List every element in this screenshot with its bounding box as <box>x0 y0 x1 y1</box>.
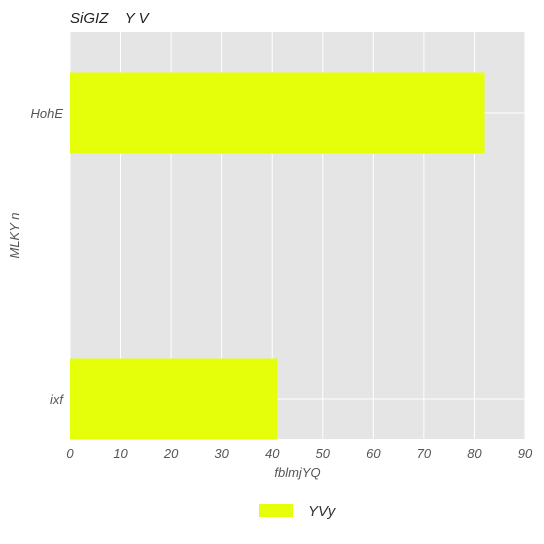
x-axis-ticks: 0 10 20 30 40 50 60 70 80 90 <box>66 446 533 461</box>
x-tick-label: 0 <box>66 446 74 461</box>
y-axis-label: MLKY n <box>7 212 22 258</box>
legend: YVy <box>259 503 337 520</box>
y-tick-label: ixf <box>50 392 64 407</box>
y-axis-ticks: HohE ixf <box>30 106 64 407</box>
x-tick-label: 10 <box>113 446 128 461</box>
x-tick-label: 40 <box>265 446 280 461</box>
y-tick-label: HohE <box>30 106 63 121</box>
x-tick-label: 50 <box>316 446 331 461</box>
chart-title: SiGIZ Y V <box>70 10 151 27</box>
bar-hohe <box>70 73 485 154</box>
x-tick-label: 80 <box>467 446 482 461</box>
legend-label: YVy <box>308 503 337 520</box>
x-tick-label: 30 <box>214 446 229 461</box>
x-tick-label: 70 <box>417 446 432 461</box>
x-tick-label: 90 <box>518 446 533 461</box>
x-axis-label: fblmjYQ <box>274 465 320 480</box>
x-tick-label: 20 <box>163 446 179 461</box>
bar-ixf <box>70 359 277 440</box>
legend-swatch <box>259 504 293 517</box>
x-tick-label: 60 <box>366 446 381 461</box>
